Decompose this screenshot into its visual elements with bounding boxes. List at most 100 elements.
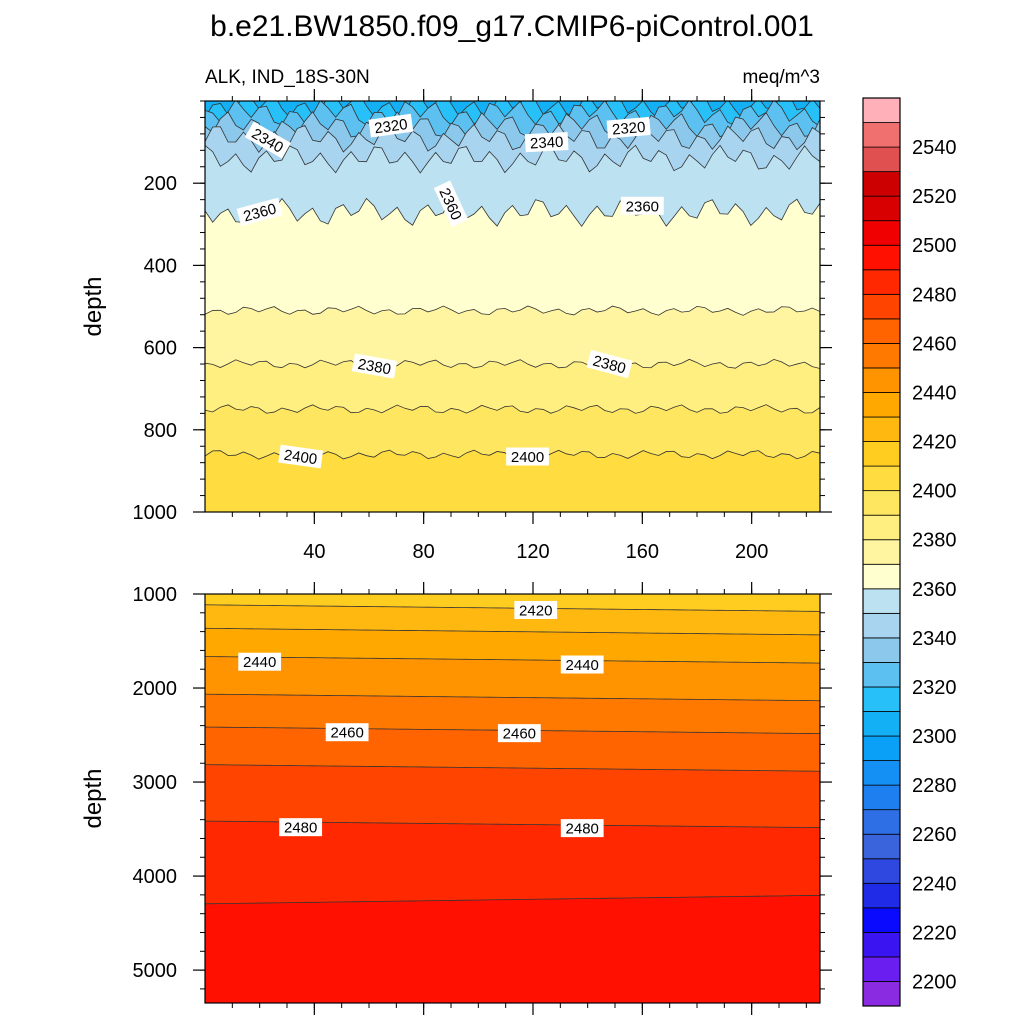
contour-line bbox=[205, 656, 820, 664]
contour-label: 2480 bbox=[560, 819, 604, 838]
plot-frame bbox=[204, 100, 821, 513]
colorbar-swatch bbox=[862, 146, 901, 173]
lower-depth-panel: 1000 2000 3000 4000 5000 depth 2420 2440 2440 246… bbox=[80, 582, 832, 1015]
svg-text:2400: 2400 bbox=[283, 447, 318, 468]
colorbar-label: 2380 bbox=[912, 530, 957, 552]
colorbar-swatch bbox=[862, 662, 901, 688]
colorbar-label: 2500 bbox=[912, 235, 957, 257]
colorbar-swatch bbox=[862, 122, 901, 148]
contour-label: 2340 bbox=[524, 131, 569, 153]
y-tick-label: 1000 bbox=[133, 584, 178, 606]
y-tick-label: 3000 bbox=[133, 772, 178, 794]
contour-line bbox=[205, 358, 820, 369]
colorbar-swatch bbox=[862, 711, 901, 737]
contour-band bbox=[205, 895, 820, 1003]
contour-line bbox=[205, 305, 820, 316]
figure-title: b.e21.BW1850.f09_g17.CMIP6-piControl.001 bbox=[210, 10, 814, 43]
colorbar-swatch bbox=[862, 563, 901, 590]
contour-band bbox=[205, 656, 820, 701]
colorbar-swatch bbox=[862, 833, 901, 860]
colorbar-swatch bbox=[862, 490, 901, 516]
y-tick-label: 2000 bbox=[133, 678, 178, 700]
y-tick-label: 1000 bbox=[133, 502, 178, 524]
contour-band bbox=[205, 594, 820, 612]
svg-text:2460: 2460 bbox=[503, 726, 536, 743]
colorbar-swatch bbox=[862, 612, 901, 639]
colorbar-swatch bbox=[862, 809, 901, 835]
colorbar-label: 2520 bbox=[912, 186, 957, 208]
contour-label: 2320 bbox=[606, 116, 651, 139]
colorbar-swatch bbox=[862, 465, 901, 492]
colorbar-swatch bbox=[862, 441, 901, 467]
contour-line bbox=[205, 123, 820, 154]
svg-text:2380: 2380 bbox=[356, 356, 392, 379]
x-tick-label: 200 bbox=[735, 541, 768, 563]
colorbar-label: 2400 bbox=[912, 481, 957, 503]
colorbar-swatch bbox=[862, 293, 901, 320]
contour-band bbox=[205, 450, 820, 512]
colorbar-label: 2280 bbox=[912, 775, 957, 797]
contour-band bbox=[205, 305, 820, 369]
left-subtitle: ALK, IND_18S-30N bbox=[205, 67, 370, 88]
contour-label: 2380 bbox=[351, 353, 398, 379]
y-tick-label: 800 bbox=[144, 420, 177, 442]
svg-text:2440: 2440 bbox=[566, 657, 599, 674]
colorbar-swatch bbox=[862, 416, 901, 442]
contour-line bbox=[205, 764, 820, 772]
contour-line bbox=[205, 693, 820, 702]
contour-line bbox=[205, 894, 820, 905]
contour-label: 2440 bbox=[238, 652, 282, 671]
colorbar-swatch bbox=[862, 195, 901, 222]
contour-label: 2320 bbox=[368, 113, 414, 138]
colorbar-swatch bbox=[862, 392, 901, 418]
colorbar-swatch bbox=[862, 735, 901, 761]
colorbar-swatch bbox=[862, 588, 901, 614]
contour-band bbox=[205, 198, 820, 316]
colorbar-swatch bbox=[862, 907, 901, 933]
contour-band bbox=[205, 145, 820, 227]
y-tick-label: 5000 bbox=[133, 960, 178, 982]
svg-text:2320: 2320 bbox=[373, 116, 408, 137]
colorbar-swatch bbox=[862, 858, 901, 884]
colorbar-swatch bbox=[862, 367, 901, 393]
colorbar-label: 2460 bbox=[912, 333, 957, 355]
y-axis-title: depth bbox=[80, 768, 107, 828]
svg-text:2340: 2340 bbox=[530, 134, 564, 153]
contour-label: 2460 bbox=[497, 724, 541, 743]
contour-band bbox=[205, 359, 820, 414]
svg-text:2420: 2420 bbox=[519, 602, 552, 619]
colorbar-swatch bbox=[862, 514, 901, 541]
colorbar: 2200 2220 2240 2260 2280 2300 2320 2340 2360 2380… bbox=[862, 97, 957, 1007]
contour-band bbox=[205, 604, 820, 635]
contour-band bbox=[205, 101, 820, 120]
svg-text:2320: 2320 bbox=[611, 119, 646, 139]
colorbar-label: 2300 bbox=[912, 726, 957, 748]
contour-label: 2400 bbox=[506, 447, 549, 466]
colorbar-swatch bbox=[862, 269, 901, 295]
svg-text:2360: 2360 bbox=[626, 198, 659, 215]
contour-line bbox=[205, 144, 820, 174]
y-tick-label: 200 bbox=[144, 173, 177, 195]
contour-label: 2440 bbox=[560, 655, 604, 674]
contour-line bbox=[205, 404, 820, 414]
colorbar-swatch bbox=[862, 882, 901, 909]
colorbar-swatch bbox=[862, 318, 901, 344]
colorbar-label: 2320 bbox=[912, 677, 957, 699]
contour-band bbox=[205, 764, 820, 828]
contour-line bbox=[205, 627, 820, 636]
y-tick-label: 400 bbox=[144, 255, 177, 277]
colorbar-swatch bbox=[862, 220, 901, 246]
y-axis-title: depth bbox=[80, 276, 107, 336]
colorbar-label: 2340 bbox=[912, 628, 957, 650]
contour-line bbox=[205, 101, 820, 120]
contour-line bbox=[205, 111, 820, 139]
x-tick-label: 80 bbox=[413, 541, 435, 563]
colorbar-swatch bbox=[862, 931, 901, 958]
contour-label: 2400 bbox=[278, 444, 324, 469]
colorbar-swatch bbox=[862, 97, 901, 123]
units-subtitle: meq/m^3 bbox=[742, 67, 820, 88]
colorbar-label: 2540 bbox=[912, 137, 957, 159]
colorbar-label: 2220 bbox=[912, 922, 957, 944]
plot-frame bbox=[204, 593, 821, 1004]
svg-text:2480: 2480 bbox=[284, 820, 317, 837]
